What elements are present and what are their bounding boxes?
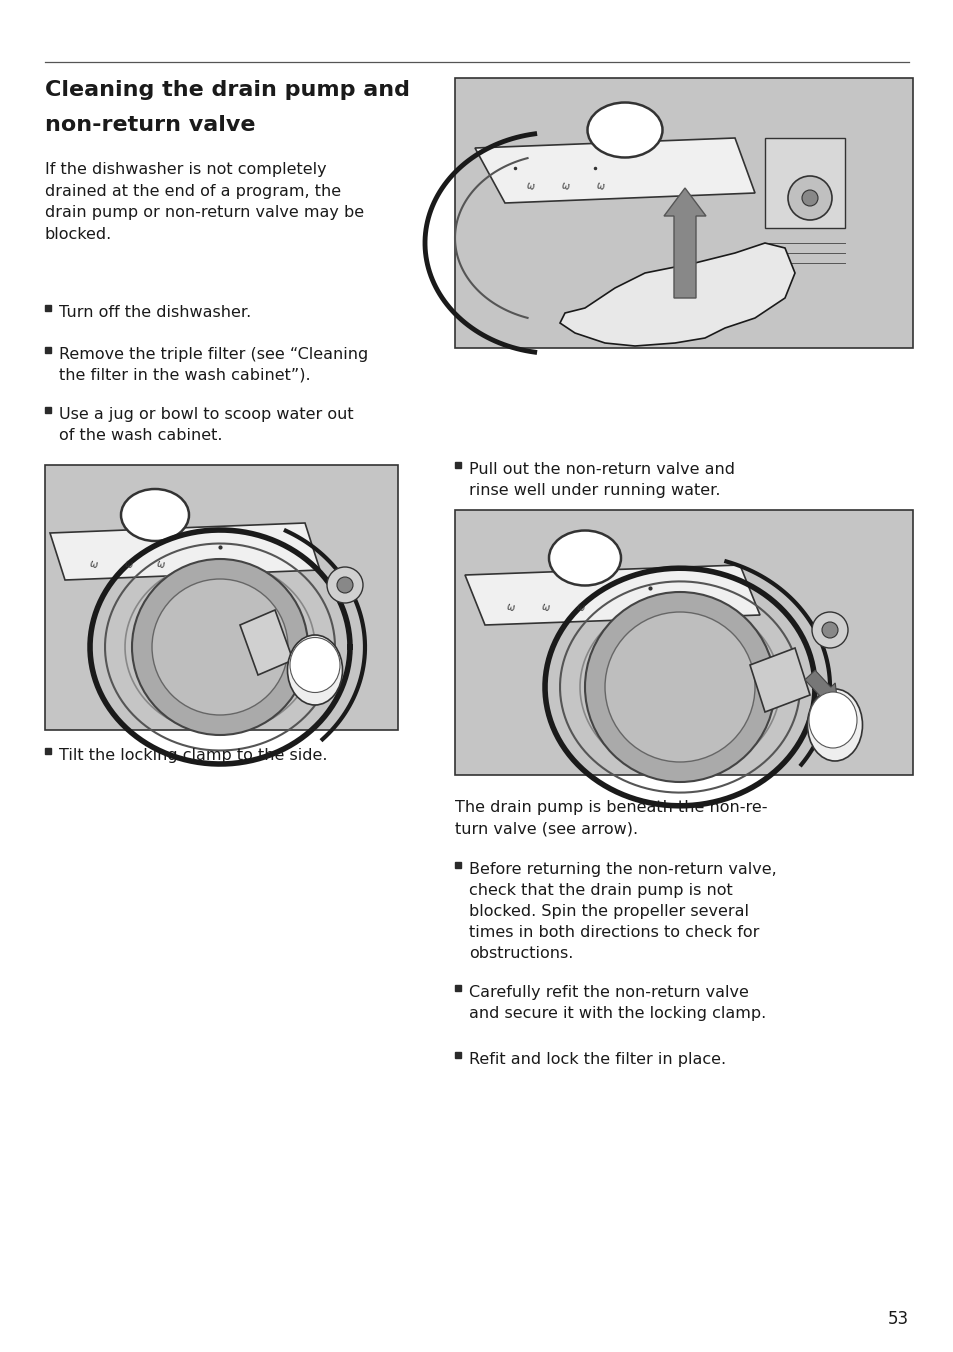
FancyArrow shape xyxy=(663,188,705,297)
Text: Cleaning the drain pump and: Cleaning the drain pump and xyxy=(45,80,410,100)
Text: ω: ω xyxy=(539,602,550,612)
Polygon shape xyxy=(464,565,760,625)
Circle shape xyxy=(152,579,288,715)
Text: Use a jug or bowl to scoop water out
of the wash cabinet.: Use a jug or bowl to scoop water out of … xyxy=(59,407,354,443)
Text: ω: ω xyxy=(559,180,570,192)
Text: Turn off the dishwasher.: Turn off the dishwasher. xyxy=(59,306,251,320)
Text: ω: ω xyxy=(574,602,585,612)
Circle shape xyxy=(811,612,847,648)
Bar xyxy=(455,78,912,347)
Ellipse shape xyxy=(548,530,620,585)
Ellipse shape xyxy=(806,690,862,761)
Bar xyxy=(764,138,844,228)
Circle shape xyxy=(336,577,353,594)
Circle shape xyxy=(584,592,774,781)
Text: Remove the triple filter (see “Cleaning
the filter in the wash cabinet”).: Remove the triple filter (see “Cleaning … xyxy=(59,347,368,383)
Polygon shape xyxy=(240,610,293,675)
Bar xyxy=(455,510,912,775)
Polygon shape xyxy=(50,523,319,580)
Circle shape xyxy=(801,191,817,206)
Text: ω: ω xyxy=(88,558,98,571)
Text: If the dishwasher is not completely
drained at the end of a program, the
drain p: If the dishwasher is not completely drai… xyxy=(45,162,364,242)
Bar xyxy=(455,863,460,868)
Ellipse shape xyxy=(287,635,342,704)
Circle shape xyxy=(604,612,754,763)
FancyArrow shape xyxy=(804,671,837,704)
Bar xyxy=(455,462,460,468)
Text: non-return valve: non-return valve xyxy=(45,115,255,135)
Text: turn valve (see arrow).: turn valve (see arrow). xyxy=(455,822,638,837)
Ellipse shape xyxy=(808,692,856,748)
Bar xyxy=(45,465,397,730)
Bar xyxy=(45,347,51,353)
Polygon shape xyxy=(749,648,809,713)
Bar xyxy=(45,748,51,754)
Text: The drain pump is beneath the non-re-: The drain pump is beneath the non-re- xyxy=(455,800,767,815)
Polygon shape xyxy=(559,243,794,346)
Text: Tilt the locking clamp to the side.: Tilt the locking clamp to the side. xyxy=(59,748,327,763)
Circle shape xyxy=(132,558,308,735)
Text: 53: 53 xyxy=(887,1310,908,1328)
Bar xyxy=(45,407,51,412)
Text: ω: ω xyxy=(154,558,165,571)
Text: ω: ω xyxy=(504,602,515,612)
Bar xyxy=(455,986,460,991)
Ellipse shape xyxy=(290,638,339,692)
Circle shape xyxy=(821,622,837,638)
Text: ω: ω xyxy=(524,180,535,192)
Text: ω: ω xyxy=(123,558,133,571)
Text: ω: ω xyxy=(594,180,604,192)
Text: Pull out the non-return valve and
rinse well under running water.: Pull out the non-return valve and rinse … xyxy=(469,462,734,498)
Text: Carefully refit the non-return valve
and secure it with the locking clamp.: Carefully refit the non-return valve and… xyxy=(469,986,765,1021)
Text: Before returning the non-return valve,
check that the drain pump is not
blocked.: Before returning the non-return valve, c… xyxy=(469,863,776,961)
Ellipse shape xyxy=(587,103,661,157)
Ellipse shape xyxy=(121,489,189,541)
Polygon shape xyxy=(475,138,754,203)
Bar xyxy=(45,306,51,311)
Text: Refit and lock the filter in place.: Refit and lock the filter in place. xyxy=(469,1052,725,1067)
Bar xyxy=(455,1052,460,1059)
Circle shape xyxy=(787,176,831,220)
Circle shape xyxy=(327,566,363,603)
